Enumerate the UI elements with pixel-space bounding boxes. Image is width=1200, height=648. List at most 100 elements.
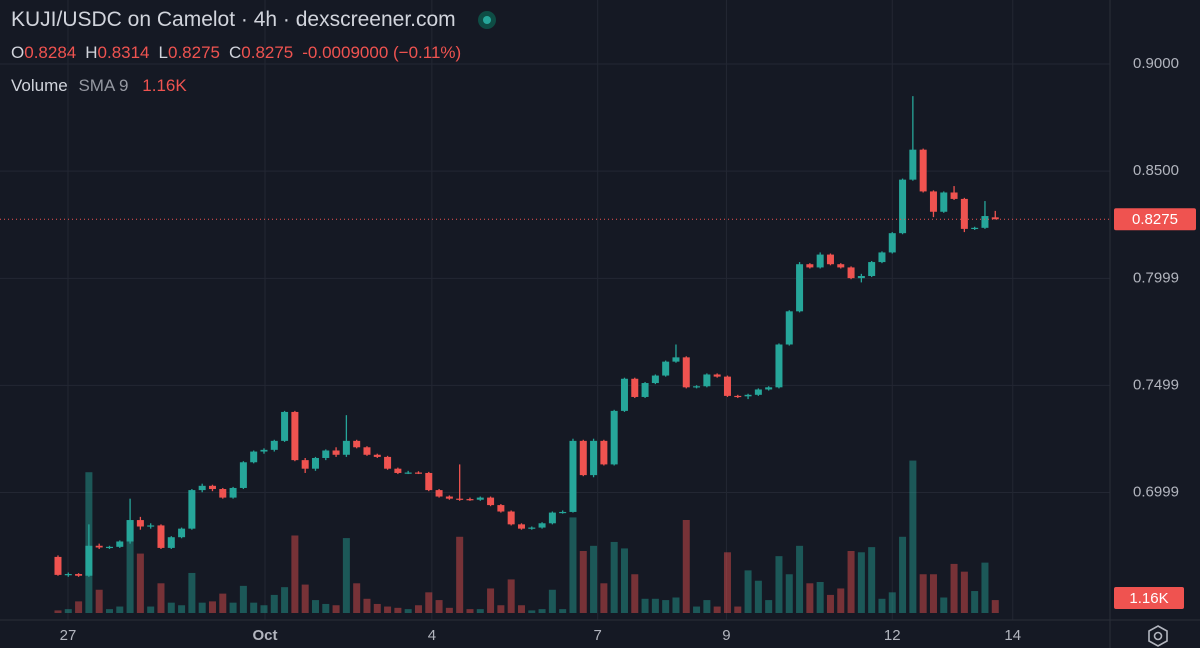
- candle-body: [353, 440, 361, 448]
- volume-bar: [136, 553, 144, 613]
- volume-bar: [682, 520, 690, 613]
- y-tick-label: 0.6999: [1133, 483, 1179, 500]
- candle-body: [311, 457, 319, 469]
- volume-bar: [765, 600, 773, 613]
- volume-bar: [600, 583, 608, 613]
- candle-body: [940, 192, 948, 212]
- candle-body: [775, 344, 783, 388]
- candle-body: [672, 357, 680, 362]
- candle-body: [754, 389, 762, 395]
- volume-bar: [888, 592, 896, 613]
- volume-bar: [713, 606, 721, 613]
- volume-row: Volume SMA 9 1.16K: [11, 76, 187, 96]
- candle-body: [610, 410, 618, 465]
- volume-bar: [754, 580, 762, 613]
- x-tick-label: 9: [722, 627, 730, 644]
- candle-body: [414, 472, 422, 474]
- candle-body: [517, 524, 525, 529]
- candle-body: [270, 440, 278, 450]
- last-price-box: [1114, 208, 1196, 231]
- volume-bar: [631, 574, 639, 613]
- volume-bar: [991, 600, 999, 613]
- candle-body: [796, 264, 804, 312]
- candle-body: [693, 386, 701, 388]
- volume-bar: [105, 609, 113, 613]
- volume-bar: [620, 548, 628, 613]
- candle-body: [960, 198, 968, 229]
- candle-body: [641, 383, 649, 397]
- candle-body: [981, 216, 989, 228]
- ohlc-key: H: [85, 43, 98, 62]
- volume-bar: [147, 606, 155, 613]
- ohlc-row: O0.8284 H0.8314 L0.8275 C0.8275 -0.0009000 (…: [11, 43, 461, 63]
- candle-body: [239, 462, 247, 488]
- candle-body: [620, 378, 628, 411]
- volume-bar: [332, 605, 340, 613]
- candle-body: [445, 496, 453, 499]
- candle-body: [785, 311, 793, 345]
- volume-bar: [54, 610, 62, 613]
- candle-body: [188, 490, 196, 529]
- x-tick-label: 7: [594, 627, 602, 644]
- volume-bar: [116, 606, 124, 613]
- volume-bar: [672, 597, 680, 613]
- volume-bar: [404, 609, 412, 613]
- candle-body: [837, 264, 845, 268]
- volume-bar: [208, 601, 216, 613]
- candle-body: [384, 456, 392, 469]
- volume-bar: [435, 600, 443, 613]
- volume-bar: [775, 556, 783, 613]
- candle-body: [826, 254, 834, 265]
- y-tick-label: 0.7999: [1133, 269, 1179, 286]
- volume-bar: [270, 594, 278, 613]
- ohlc-key: L: [158, 43, 168, 62]
- volume-bar: [188, 572, 196, 613]
- candle-body: [260, 449, 268, 452]
- ohlc-value: 0.8314: [97, 43, 150, 62]
- candle-body: [64, 574, 72, 576]
- volume-sma-box: [1114, 587, 1184, 610]
- volume-bar: [847, 551, 855, 613]
- volume-sma-axis-label: 1.16K: [1129, 590, 1168, 607]
- candle-body: [198, 485, 206, 491]
- settings-icon[interactable]: [1148, 625, 1168, 647]
- volume-bar: [239, 585, 247, 613]
- plot: [0, 0, 1110, 620]
- candle-body: [116, 541, 124, 547]
- volume-bar: [167, 602, 175, 613]
- volume-bar: [579, 551, 587, 613]
- candle-body: [157, 525, 165, 548]
- candle-body: [229, 487, 237, 498]
- volume-bar: [528, 610, 536, 613]
- volume-bar: [744, 570, 752, 613]
- volume-bar: [322, 603, 330, 613]
- volume-bar: [497, 605, 505, 613]
- volume-bar: [281, 587, 289, 613]
- volume-bar: [919, 574, 927, 613]
- volume-bar: [75, 601, 83, 613]
- volume-bar: [126, 520, 134, 613]
- candle-body: [435, 490, 443, 497]
- volume-bar: [363, 598, 371, 613]
- volume-bar: [785, 574, 793, 613]
- candle-body: [868, 262, 876, 276]
- candle-body: [54, 556, 62, 575]
- candle-body: [322, 450, 330, 458]
- settings-dot[interactable]: [1153, 631, 1163, 641]
- volume-bar: [456, 536, 464, 613]
- volume-bar: [641, 598, 649, 613]
- candle-body: [600, 440, 608, 465]
- candle-body: [136, 520, 144, 527]
- candle-body: [497, 505, 505, 512]
- settings-hex[interactable]: [1148, 625, 1168, 647]
- candle-body: [250, 451, 258, 463]
- volume-bar: [260, 605, 268, 613]
- candle-body: [208, 485, 216, 490]
- header-title-row: KUJI/USDC on Camelot · 4h · dexscreener.…: [11, 8, 496, 32]
- volume-bar: [796, 545, 804, 613]
- candle-body: [662, 361, 670, 376]
- volume-bar: [178, 605, 186, 613]
- candle-body: [878, 252, 886, 263]
- candle-body: [538, 523, 546, 528]
